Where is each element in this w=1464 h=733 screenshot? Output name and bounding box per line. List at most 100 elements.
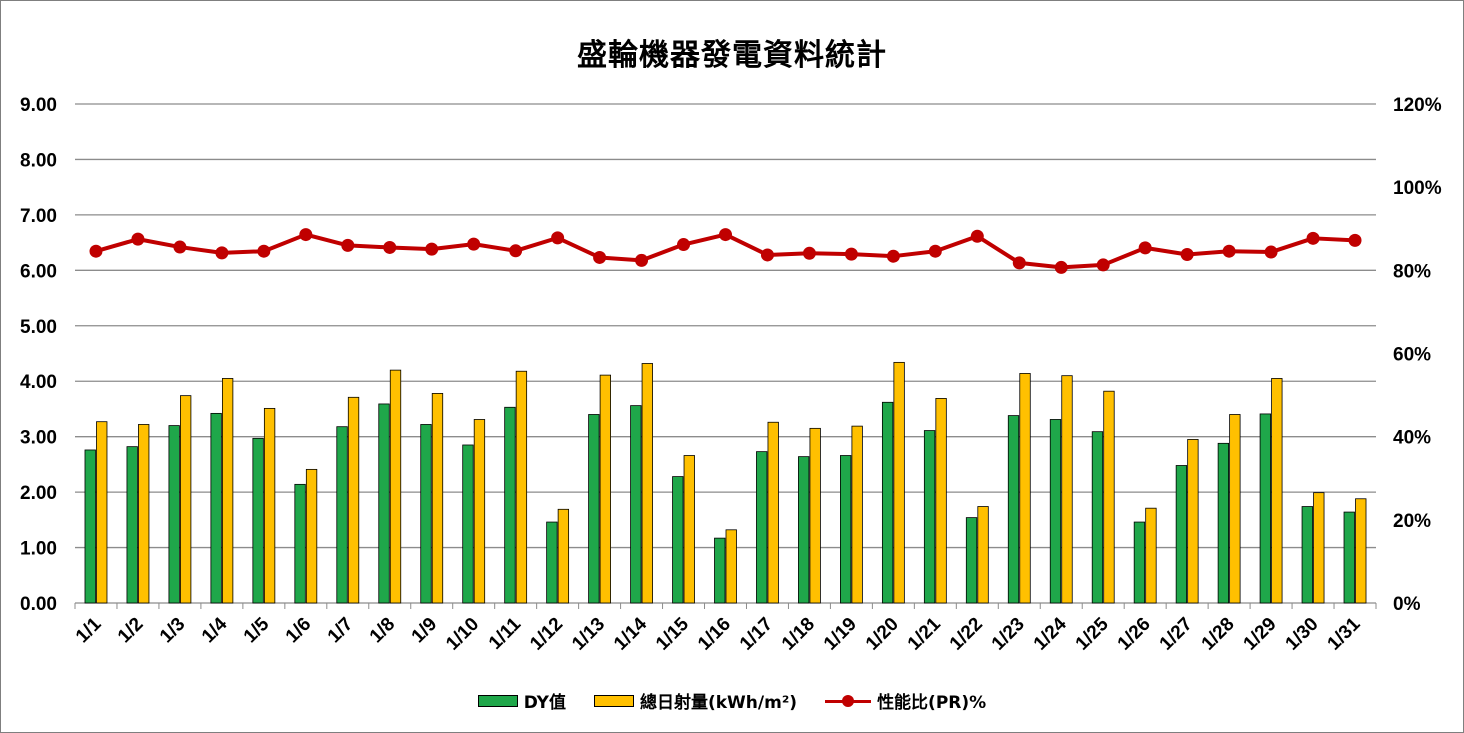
- pr-point: [719, 228, 732, 241]
- pr-point: [761, 248, 774, 261]
- pr-point: [467, 238, 480, 251]
- x-tick-label: 1/3: [156, 614, 190, 648]
- bar-dy: [882, 402, 893, 603]
- bar-dy: [1218, 443, 1229, 603]
- pr-point: [1181, 248, 1194, 261]
- bars: [85, 362, 1366, 603]
- pr-point: [635, 254, 648, 267]
- pr-point: [1349, 234, 1362, 247]
- x-axis-ticks: 1/11/21/31/41/51/61/71/81/91/101/111/121…: [72, 603, 1376, 655]
- left-axis-ticks: 0.001.002.003.004.005.006.007.008.009.00: [20, 95, 57, 615]
- legend-item-pr: 性能比(PR)%: [825, 688, 986, 713]
- pr-point: [1055, 261, 1068, 274]
- bar-irradiance: [558, 509, 569, 603]
- x-tick-label: 1/6: [282, 614, 316, 648]
- pr-point: [971, 230, 984, 243]
- bar-irradiance: [684, 456, 695, 603]
- pr-point: [551, 231, 564, 244]
- x-tick-label: 1/13: [568, 614, 609, 655]
- y-left-tick-label: 9.00: [20, 95, 57, 116]
- y-left-tick-label: 2.00: [20, 483, 57, 504]
- bar-dy: [589, 414, 600, 603]
- pr-point: [929, 245, 942, 258]
- bar-irradiance: [222, 378, 233, 603]
- bar-dy: [1008, 416, 1019, 603]
- x-tick-label: 1/20: [862, 614, 903, 655]
- bar-dy: [463, 445, 474, 603]
- x-tick-label: 1/11: [485, 613, 526, 654]
- legend-item-irradiance: 總日射量(kWh/m²): [594, 688, 797, 713]
- bar-dy: [505, 407, 515, 603]
- x-tick-label: 1/7: [324, 614, 358, 648]
- bar-dy: [169, 426, 180, 603]
- pr-point: [1097, 258, 1110, 271]
- x-tick-label: 1/8: [366, 614, 400, 648]
- y-left-tick-label: 6.00: [20, 261, 57, 282]
- legend-swatch-dy: [478, 695, 518, 707]
- bar-dy: [756, 452, 767, 603]
- bar-irradiance: [1020, 373, 1031, 603]
- legend-swatch-irradiance: [594, 695, 634, 707]
- bar-irradiance: [516, 371, 527, 603]
- pr-point: [887, 250, 900, 263]
- bar-dy: [1344, 512, 1355, 603]
- bar-dy: [421, 424, 432, 603]
- bar-dy: [127, 447, 138, 603]
- bar-irradiance: [1314, 493, 1325, 603]
- y-right-tick-label: 80%: [1393, 261, 1431, 282]
- bar-irradiance: [306, 469, 317, 603]
- pr-point: [173, 241, 186, 254]
- x-tick-label: 1/26: [1114, 614, 1155, 655]
- bar-irradiance: [642, 363, 653, 603]
- bar-irradiance: [810, 428, 821, 603]
- bar-irradiance: [264, 408, 275, 603]
- bar-irradiance: [936, 398, 947, 603]
- y-right-tick-label: 60%: [1393, 345, 1431, 366]
- y-left-tick-label: 5.00: [20, 317, 57, 338]
- pr-point: [1013, 256, 1026, 269]
- y-right-tick-label: 40%: [1393, 428, 1431, 449]
- pr-point: [299, 228, 312, 241]
- bar-dy: [1260, 414, 1271, 603]
- x-tick-label: 1/19: [820, 614, 861, 655]
- bar-dy: [1092, 432, 1103, 603]
- x-tick-label: 1/16: [694, 614, 735, 655]
- y-left-tick-label: 8.00: [20, 150, 57, 171]
- pr-point: [845, 248, 858, 261]
- bar-dy: [1302, 507, 1313, 603]
- x-tick-label: 1/27: [1156, 614, 1197, 655]
- y-left-tick-label: 3.00: [20, 428, 57, 449]
- y-right-tick-label: 100%: [1393, 178, 1442, 199]
- bar-dy: [924, 431, 935, 603]
- bar-dy: [1176, 465, 1187, 603]
- x-tick-label: 1/29: [1240, 614, 1281, 655]
- bar-irradiance: [768, 422, 779, 603]
- bar-dy: [840, 456, 851, 603]
- x-tick-label: 1/9: [408, 614, 442, 648]
- bar-dy: [253, 438, 264, 603]
- x-tick-label: 1/30: [1282, 614, 1323, 655]
- x-tick-label: 1/21: [904, 613, 945, 654]
- pr-point: [257, 245, 270, 258]
- pr-point: [215, 246, 228, 259]
- bar-dy: [673, 477, 684, 603]
- pr-point: [131, 233, 144, 246]
- bar-irradiance: [894, 362, 905, 603]
- pr-point: [677, 238, 690, 251]
- y-left-tick-label: 0.00: [20, 594, 57, 615]
- bar-dy: [547, 522, 558, 603]
- bar-dy: [1134, 522, 1145, 603]
- x-tick-label: 1/10: [442, 614, 483, 655]
- x-tick-label: 1/28: [1198, 614, 1239, 655]
- bar-dy: [631, 406, 642, 603]
- bar-irradiance: [726, 530, 737, 603]
- x-tick-label: 1/23: [988, 614, 1029, 655]
- bar-irradiance: [1146, 508, 1157, 603]
- y-left-tick-label: 7.00: [20, 206, 57, 227]
- x-tick-label: 1/1: [72, 613, 106, 647]
- x-tick-label: 1/15: [652, 613, 693, 654]
- bar-irradiance: [180, 396, 191, 603]
- x-tick-label: 1/17: [736, 614, 777, 655]
- x-tick-label: 1/4: [198, 613, 232, 647]
